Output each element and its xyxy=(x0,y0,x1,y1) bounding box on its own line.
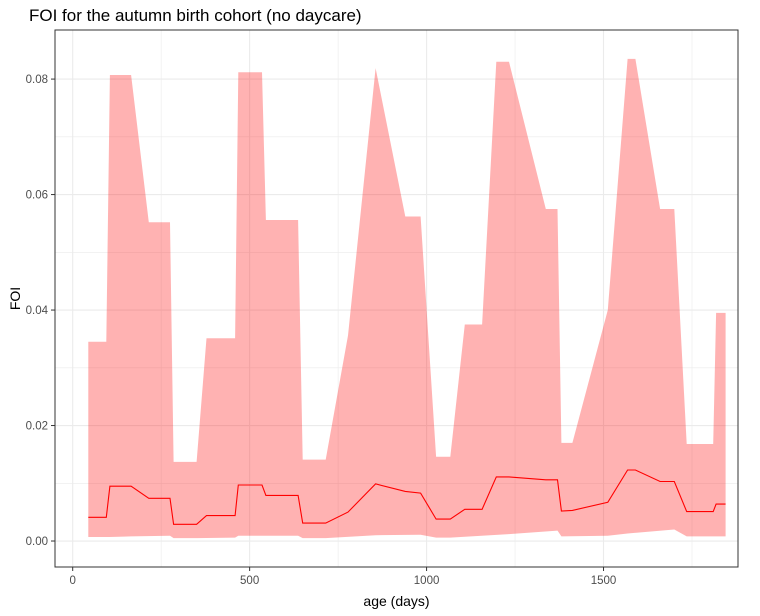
x-tick-label: 1500 xyxy=(591,575,617,587)
y-tick-label: 0.06 xyxy=(26,190,48,202)
y-tick-label: 0.02 xyxy=(26,421,48,433)
chart-title: FOI for the autumn birth cohort (no dayc… xyxy=(29,6,362,25)
x-tick-label: 0 xyxy=(69,575,75,587)
x-tick-label: 1000 xyxy=(414,575,440,587)
grid-lines xyxy=(55,30,738,567)
y-tick-label: 0.00 xyxy=(26,536,48,548)
x-axis-title: age (days) xyxy=(363,593,429,609)
axis-ticks: 0 500 1000 1500 0.00 0.02 0.04 0.06 0.08 xyxy=(26,74,617,587)
x-tick-label: 500 xyxy=(240,575,259,587)
confidence-ribbon xyxy=(88,58,726,539)
y-axis-title: FOI xyxy=(7,287,23,310)
plot-data xyxy=(88,58,726,539)
y-tick-label: 0.08 xyxy=(26,74,48,86)
y-tick-label: 0.04 xyxy=(26,305,49,317)
foi-line xyxy=(88,469,726,525)
panel-border xyxy=(54,29,739,568)
